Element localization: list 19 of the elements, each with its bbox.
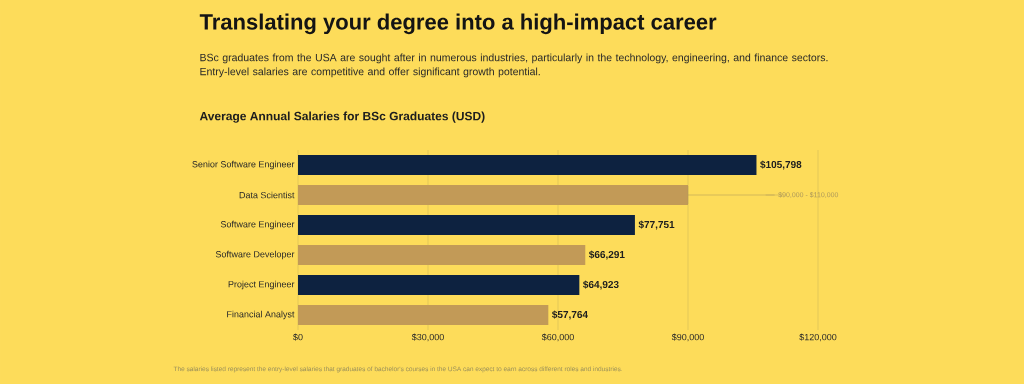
data-label: $105,798 — [760, 160, 802, 170]
y-tick-label: Software Engineer — [220, 220, 295, 230]
x-tick-label: $60,000 — [541, 333, 574, 342]
x-tick-label: $0 — [293, 333, 303, 341]
y-tick-label: Project Engineer — [228, 280, 295, 290]
data-label: $66,291 — [588, 250, 625, 260]
y-tick-label: Financial Analyst — [227, 310, 295, 320]
x-tick-label: $30,000 — [411, 333, 444, 342]
y-tick-label: Senior Software Engineer — [192, 160, 295, 170]
chart-subtitle: BSc graduates from the USA are sought after in numerous industries, particularly in the technology, engineering, and finance sectors. Entry-level salaries are competitive and offer significant growth potential. — [200, 53, 828, 78]
y-tick-label: Software Developer — [215, 250, 295, 260]
chart-title: Translating your degree into a high-impact career — [199, 13, 717, 35]
x-tick-label: $90,000 — [671, 333, 704, 342]
data-label: $57,764 — [551, 310, 588, 320]
x-tick-label: $120,000 — [799, 333, 837, 342]
text: Average Annual Salaries for BSc Graduates (USD) — [199, 111, 485, 123]
data-label: $64,923 — [583, 280, 619, 290]
y-tick-label: Data Scientist — [239, 191, 295, 199]
data-label: $77,751 — [638, 220, 675, 230]
